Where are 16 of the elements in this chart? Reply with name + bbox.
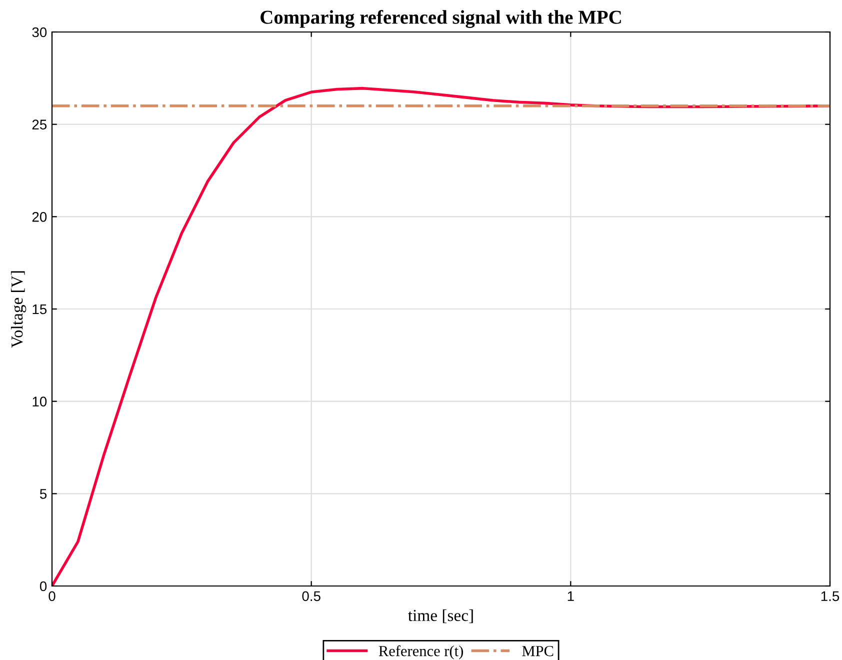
chart-title: Comparing referenced signal with the MPC [260,10,621,28]
y-tick-label: 30 [32,27,47,38]
y-axis-title: Voltage [V] [10,271,26,348]
x-tick-label: 0.5 [302,591,320,602]
x-tick-label: 1 [568,591,574,601]
y-tick-label: 20 [32,212,47,222]
y-tick-label: 5 [40,489,47,499]
x-tick-label: 0 [48,591,56,602]
x-tick-label: 1.5 [821,591,840,602]
y-tick-label: 10 [32,396,47,407]
y-tick-label: 15 [32,304,47,314]
y-tick-label: 0 [40,581,47,592]
legend-label: MPC [522,646,554,656]
legend-label: Reference r(t) [378,645,463,660]
x-axis-title: time [sec] [408,609,473,624]
y-tick-label: 25 [32,120,47,130]
